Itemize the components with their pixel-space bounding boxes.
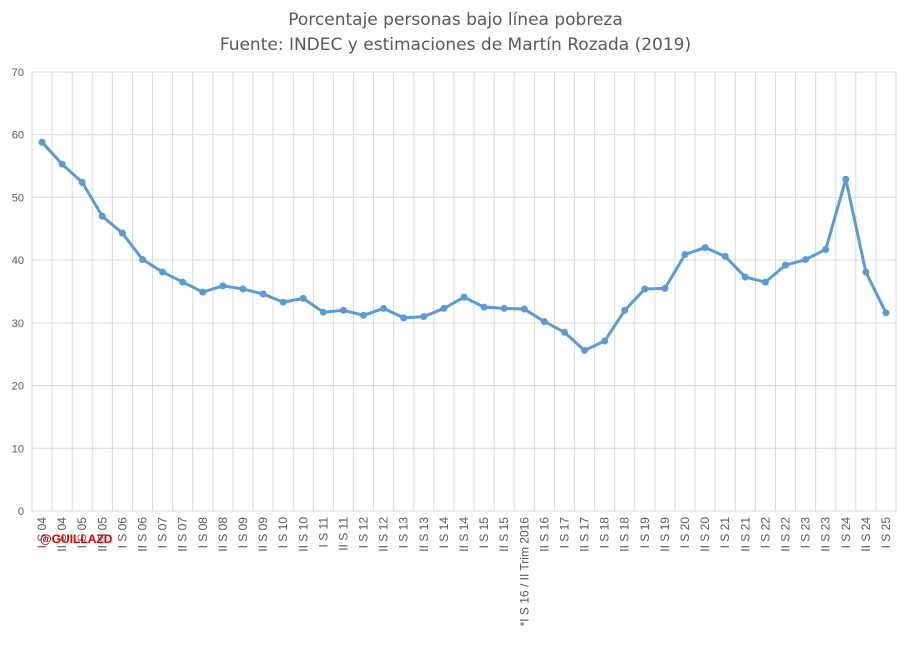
- data-point: [339, 306, 347, 314]
- x-tick-label: I S 05: [75, 517, 89, 549]
- x-tick-label: I S 14: [437, 517, 451, 549]
- data-point: [460, 293, 468, 301]
- x-tick-label: I S 04: [35, 517, 49, 549]
- x-tick-label: I S 18: [598, 517, 612, 549]
- data-point: [701, 244, 709, 252]
- x-tick-label: II S 07: [176, 517, 190, 552]
- x-tick-label: I S 24: [839, 517, 853, 549]
- y-tick-label: 30: [12, 318, 24, 330]
- data-point: [78, 178, 86, 186]
- x-tick-label: II S 05: [95, 517, 109, 552]
- x-tick-label: I S 17: [557, 517, 571, 549]
- data-point: [118, 229, 126, 237]
- x-tick-label: II S 04: [55, 517, 69, 552]
- data-point: [822, 245, 830, 253]
- x-tick-label: II S 08: [216, 517, 230, 552]
- x-tick-label: II S 17: [578, 517, 592, 552]
- data-point: [159, 268, 167, 276]
- x-tick-label: II S 20: [698, 517, 712, 552]
- data-point: [279, 298, 287, 306]
- x-tick-label: II S 18: [618, 517, 632, 552]
- x-tick-label: *I S 16 / II Trim 2016: [517, 517, 531, 627]
- x-tick-label: I S 25: [879, 517, 893, 549]
- data-point: [98, 212, 106, 220]
- x-tick-label: II S 22: [778, 517, 792, 552]
- y-tick-label: 10: [12, 443, 24, 455]
- x-tick-label: II S 10: [296, 517, 310, 552]
- data-point: [58, 160, 66, 168]
- x-tick-label: II S 16: [537, 517, 551, 552]
- y-tick-label: 0: [18, 506, 24, 518]
- data-point: [681, 250, 689, 258]
- data-point: [139, 256, 147, 264]
- x-tick-label: II S 15: [497, 517, 511, 552]
- data-point: [581, 346, 589, 354]
- x-tick-label: II S 24: [859, 517, 873, 552]
- y-tick-label: 50: [12, 192, 24, 204]
- data-point: [540, 318, 548, 326]
- x-tick-label: II S 13: [417, 517, 431, 552]
- data-point: [299, 294, 307, 302]
- data-point: [601, 337, 609, 345]
- data-point: [741, 273, 749, 281]
- series-line: [40, 140, 888, 352]
- y-tick-label: 20: [12, 381, 24, 393]
- data-point: [38, 138, 46, 146]
- data-point: [641, 285, 649, 293]
- data-point: [802, 256, 810, 264]
- x-tick-label: II S 14: [457, 517, 471, 552]
- chart-title: Porcentaje personas bajo línea pobreza: [288, 10, 623, 30]
- data-point: [882, 309, 890, 317]
- data-point: [400, 314, 408, 322]
- data-point: [560, 328, 568, 336]
- x-tick-label: I S 15: [477, 517, 491, 549]
- data-point: [520, 305, 528, 313]
- data-point: [721, 252, 729, 260]
- x-tick-label: I S 10: [276, 517, 290, 549]
- data-point: [761, 278, 769, 286]
- x-tick-label: I S 11: [316, 517, 330, 548]
- data-point: [360, 311, 368, 319]
- y-tick-label: 40: [12, 255, 24, 267]
- x-tick-label: II S 23: [819, 517, 833, 552]
- data-point: [179, 278, 187, 286]
- data-point: [661, 284, 669, 292]
- x-tick-label: I S 22: [758, 517, 772, 549]
- data-point: [862, 268, 870, 276]
- data-point: [420, 313, 428, 321]
- x-tick-label: II S 11: [336, 517, 350, 551]
- x-tick-label: II S 21: [738, 517, 752, 552]
- data-point: [380, 304, 388, 312]
- data-point: [440, 304, 448, 312]
- x-tick-label: I S 19: [638, 517, 652, 549]
- chart-subtitle: Fuente: INDEC y estimaciones de Martín R…: [219, 35, 692, 55]
- x-tick-label: I S 06: [115, 517, 129, 549]
- x-tick-label: I S 12: [357, 517, 371, 549]
- x-tick-label: I S 09: [236, 517, 250, 549]
- data-point: [480, 303, 488, 311]
- y-tick-label: 60: [12, 130, 24, 142]
- data-point: [500, 304, 508, 312]
- x-tick-label: II S 19: [658, 517, 672, 552]
- data-point: [239, 285, 247, 293]
- x-tick-label: II S 12: [377, 517, 391, 552]
- x-tick-label: I S 21: [718, 517, 732, 549]
- data-point: [199, 288, 207, 296]
- x-tick-label: II S 06: [136, 517, 150, 552]
- data-point: [219, 282, 227, 290]
- x-tick-label: I S 08: [196, 517, 210, 549]
- data-point: [621, 306, 629, 314]
- watermark-text: @GUILLAZD: [40, 532, 113, 546]
- y-tick-label: 70: [12, 67, 24, 79]
- x-tick-label: I S 23: [799, 517, 813, 549]
- data-point: [259, 290, 267, 298]
- data-point: [319, 308, 327, 316]
- data-point: [842, 175, 850, 183]
- x-tick-label: I S 07: [156, 517, 170, 549]
- x-tick-label: I S 13: [397, 517, 411, 549]
- x-tick-label: I S 20: [678, 517, 692, 549]
- data-point: [781, 261, 789, 269]
- x-tick-label: II S 09: [256, 517, 270, 552]
